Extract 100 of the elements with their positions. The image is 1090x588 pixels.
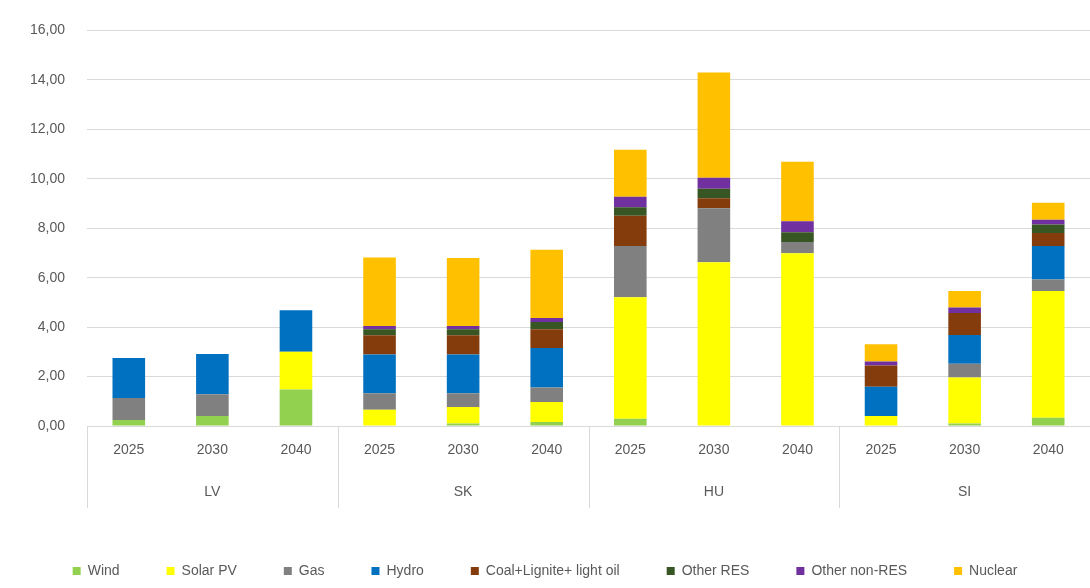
x-tick-label: 2040 xyxy=(781,441,814,458)
bar xyxy=(613,297,647,419)
bar xyxy=(196,394,229,417)
text: SI xyxy=(958,482,972,499)
y-tick-label: 14,00 xyxy=(29,70,66,87)
y-tick-label: 4,00 xyxy=(37,317,66,334)
bar xyxy=(697,262,731,426)
x-tick-label: 2030 xyxy=(698,441,730,458)
bar xyxy=(864,361,898,366)
x-tick-label: 2025 xyxy=(865,441,897,458)
legend-label: Solar PV xyxy=(181,561,238,578)
bar xyxy=(363,393,396,410)
bar xyxy=(446,329,480,336)
legend-label: Hydro xyxy=(386,561,425,578)
y-tick-label: 12,00 xyxy=(29,120,66,137)
x-tick-label: 2040 xyxy=(1032,441,1064,458)
bar xyxy=(530,402,564,423)
bar xyxy=(864,416,898,426)
bar xyxy=(363,335,396,355)
x-tick-label: 2030 xyxy=(196,441,229,458)
bar xyxy=(530,249,564,318)
bar xyxy=(530,387,564,403)
bar xyxy=(948,363,981,378)
bar xyxy=(697,177,731,189)
bar xyxy=(864,386,898,417)
text: HU xyxy=(703,482,724,499)
bar xyxy=(196,416,229,426)
x-tick-label: 2025 xyxy=(113,441,145,458)
bar xyxy=(446,326,480,330)
bar xyxy=(1031,224,1065,233)
bar xyxy=(613,149,647,197)
bar xyxy=(948,377,981,424)
bar xyxy=(781,242,814,254)
x-tick-label: 2025 xyxy=(614,441,647,458)
bar xyxy=(864,344,898,362)
bar xyxy=(363,354,396,394)
bar xyxy=(613,418,647,426)
legend-label: Nuclear xyxy=(969,561,1018,578)
x-tick-label: 2030 xyxy=(949,441,981,458)
bar xyxy=(363,257,396,327)
legend-label: Wind xyxy=(87,561,120,578)
bar xyxy=(196,354,229,395)
bar xyxy=(948,335,981,364)
bar xyxy=(613,215,647,246)
bar xyxy=(781,161,814,222)
bar xyxy=(112,420,146,426)
bar xyxy=(1031,291,1065,418)
bar xyxy=(363,409,396,426)
bar xyxy=(781,253,814,426)
bar xyxy=(363,329,396,336)
bar xyxy=(697,198,731,209)
x-tick-label: 2030 xyxy=(447,441,479,458)
bar xyxy=(613,196,647,208)
bar xyxy=(363,326,396,330)
bar xyxy=(613,246,647,298)
bar xyxy=(1031,232,1065,246)
y-tick-label: 0,00 xyxy=(37,416,66,433)
x-tick-label: 2040 xyxy=(280,441,312,458)
bar xyxy=(697,72,731,178)
y-tick-label: 2,00 xyxy=(37,367,66,384)
x-tick-label: 2025 xyxy=(363,441,396,458)
bar xyxy=(446,393,480,407)
bar xyxy=(697,208,731,263)
bar xyxy=(613,207,647,216)
legend-label: Other RES xyxy=(681,561,750,578)
bar xyxy=(530,348,564,388)
bar xyxy=(279,389,313,426)
bar xyxy=(948,307,981,314)
text: SK xyxy=(453,482,474,499)
x-tick-label: 2040 xyxy=(531,441,563,458)
bar xyxy=(1031,246,1065,280)
legend-label: Gas xyxy=(298,561,325,578)
bar xyxy=(279,310,313,352)
bar xyxy=(446,335,480,355)
text: LV xyxy=(204,482,222,499)
legend-label: Other non-RES xyxy=(811,561,908,578)
bar xyxy=(1031,279,1065,291)
bar xyxy=(112,358,146,399)
bar xyxy=(446,258,480,327)
y-tick-label: 8,00 xyxy=(37,219,66,236)
bar xyxy=(948,291,981,308)
bar xyxy=(530,422,564,426)
bar xyxy=(446,406,480,424)
bar xyxy=(864,365,898,387)
y-tick-label: 16,00 xyxy=(29,21,66,38)
bar xyxy=(1031,202,1065,220)
bar xyxy=(530,321,564,330)
bar xyxy=(781,221,814,233)
bar xyxy=(781,232,814,243)
bar xyxy=(530,317,564,322)
y-tick-label: 6,00 xyxy=(37,268,66,285)
bar xyxy=(530,329,564,349)
y-tick-label: 10,00 xyxy=(29,169,66,186)
bar xyxy=(697,188,731,199)
bar xyxy=(112,398,146,421)
legend-label: Coal+Lignite+ light oil xyxy=(485,561,620,578)
bar xyxy=(279,351,313,390)
bar xyxy=(446,354,480,394)
bar xyxy=(1031,417,1065,426)
bar xyxy=(948,313,981,336)
